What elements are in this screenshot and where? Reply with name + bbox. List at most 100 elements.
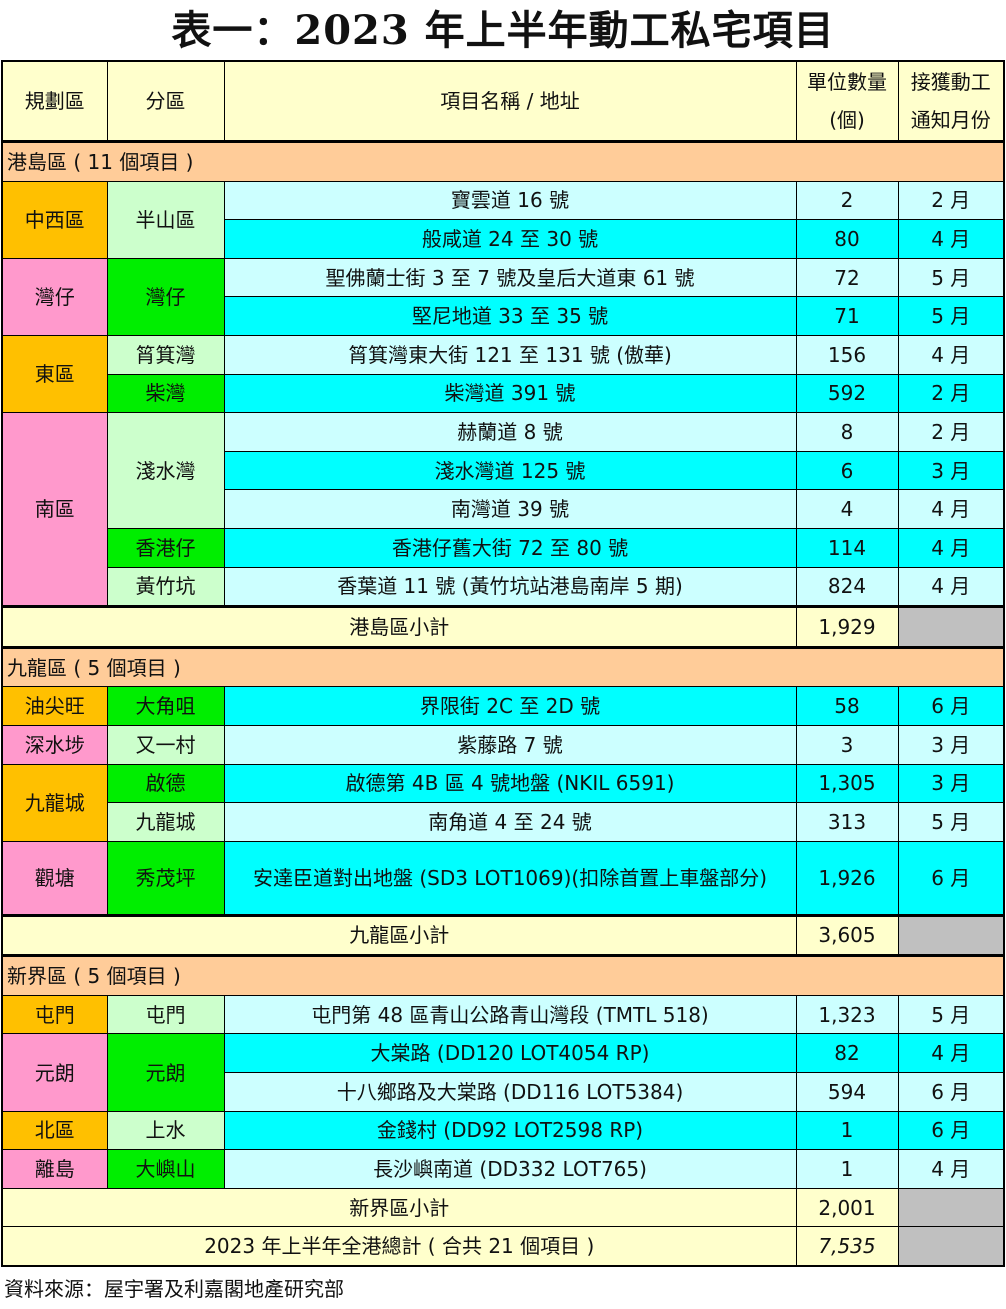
units-cell: 592 [795, 373, 899, 414]
units-cell: 1 [795, 1149, 899, 1189]
project-cell: 筲箕灣東大街 121 至 131 號 (傲華) [223, 334, 797, 375]
district-cell: 南區 [1, 412, 108, 608]
table-row: 堅尼地道 33 至 35 號 71 5 月 [2, 296, 1005, 336]
month-cell: 4 月 [897, 1149, 1005, 1189]
subdistrict-cell: 柴灣 [106, 373, 225, 414]
header-month-line2: 通知月份 [910, 108, 991, 132]
units-cell: 3 [795, 724, 899, 765]
table-row: 九龍城 啟德 啟德第 4B 區 4 號地盤 (NKIL 6591) 1,305 3 月 [1, 763, 1005, 842]
subtotal-label: 新界區小計 [1, 1187, 797, 1228]
grand-total-row: 2023 年上半年全港總計 ( 合共 21 個項目 ) 7,535 [1, 1226, 1005, 1267]
month-cell: 6 月 [897, 1072, 1005, 1112]
header-district: 規劃區 [1, 60, 108, 143]
table-row: 北區 上水 金錢村 (DD92 LOT2598 RP) 1 6 月 [1, 1110, 1005, 1151]
grand-total-blank [897, 1226, 1005, 1267]
district-cell: 九龍城 [1, 763, 108, 842]
units-cell: 1,323 [795, 994, 899, 1035]
source-note: 資料來源：屋宇署及利嘉閣地產研究部 [4, 1277, 344, 1302]
month-cell: 2 月 [897, 412, 1005, 452]
units-cell: 1 [795, 1110, 899, 1151]
subdistrict-cell: 灣仔 [106, 257, 225, 336]
month-cell: 4 月 [897, 566, 1005, 608]
units-cell: 71 [795, 296, 899, 336]
month-cell: 4 月 [897, 1033, 1005, 1074]
project-cell: 十八鄉路及大棠路 (DD116 LOT5384) [223, 1072, 797, 1112]
projects-table: 規劃區 分區 項目名稱 / 地址 單位數量 (個) 接獲動工 通知月份 港島區 ( … [1, 60, 1005, 1268]
subdistrict-cell: 黃竹坑 [106, 566, 225, 608]
month-cell: 5 月 [897, 257, 1005, 298]
subdistrict-cell: 屯門 [106, 994, 225, 1035]
subtotal-blank [897, 605, 1005, 648]
project-cell: 堅尼地道 33 至 35 號 [223, 296, 797, 336]
month-cell: 5 月 [897, 296, 1005, 336]
page-title: 表一：2023 年上半年動工私宅項目 [171, 7, 835, 54]
project-cell: 金錢村 (DD92 LOT2598 RP) [223, 1110, 797, 1151]
header-units-line2: (個) [829, 108, 865, 132]
subtotal-blank [897, 1187, 1005, 1228]
subtotal-label: 港島區小計 [1, 605, 797, 648]
project-cell: 大棠路 (DD120 LOT4054 RP) [223, 1033, 797, 1074]
units-cell: 824 [795, 566, 899, 608]
table-row: 香港仔 香港仔舊大街 72 至 80 號 114 4 月 [2, 527, 1005, 568]
month-cell: 4 月 [897, 334, 1005, 375]
units-cell: 1,926 [795, 840, 899, 916]
district-cell: 北區 [1, 1110, 108, 1151]
subdistrict-cell: 又一村 [106, 724, 225, 765]
subdistrict-cell: 半山區 [106, 180, 225, 259]
month-cell: 4 月 [897, 489, 1005, 529]
section-header-row: 港島區 ( 11 個項目 ) [1, 141, 1005, 182]
units-cell: 114 [795, 527, 899, 568]
subdistrict-cell: 筲箕灣 [106, 334, 225, 375]
project-cell: 安達臣道對出地盤 (SD3 LOT1069)(扣除首置上車盤部分) [223, 840, 797, 916]
grand-total-value: 7,535 [795, 1226, 899, 1267]
project-cell: 寶雲道 16 號 [223, 180, 797, 221]
district-cell: 灣仔 [1, 257, 108, 336]
subdistrict-cell: 大角咀 [106, 686, 225, 726]
header-month-line1: 接獲動工 [910, 70, 991, 94]
month-cell: 6 月 [897, 686, 1005, 726]
subdistrict-cell: 大嶼山 [106, 1149, 225, 1189]
units-cell: 82 [795, 1033, 899, 1074]
project-cell: 聖佛蘭士街 3 至 7 號及皇后大道東 61 號 [223, 257, 797, 298]
header-units-line1: 單位數量 [807, 70, 887, 94]
header-row: 規劃區 分區 項目名稱 / 地址 單位數量 (個) 接獲動工 通知月份 [1, 60, 1005, 143]
units-cell: 72 [795, 257, 899, 298]
project-cell: 長沙嶼南道 (DD332 LOT765) [223, 1149, 797, 1189]
month-cell: 6 月 [897, 840, 1005, 916]
subtotal-value: 2,001 [795, 1187, 899, 1228]
table-row: 油尖旺 大角咀 界限街 2C 至 2D 號 58 6 月 [1, 686, 1005, 726]
header-units: 單位數量 (個) [795, 60, 899, 143]
units-cell: 80 [795, 219, 899, 259]
project-cell: 香葉道 11 號 (黃竹坑站港島南岸 5 期) [223, 566, 797, 608]
table-row: 般咸道 24 至 30 號 80 4 月 [2, 219, 1005, 259]
district-cell: 油尖旺 [1, 686, 108, 726]
section-header: 港島區 ( 11 個項目 ) [1, 141, 1005, 182]
project-cell: 赫蘭道 8 號 [223, 412, 797, 452]
section-header-row: 九龍區 ( 5 個項目 ) [1, 645, 1005, 688]
table-row: 十八鄉路及大棠路 (DD116 LOT5384) 594 6 月 [2, 1072, 1005, 1112]
project-cell: 啟德第 4B 區 4 號地盤 (NKIL 6591) [223, 763, 797, 804]
section-header-row: 新界區 ( 5 個項目 ) [1, 954, 1005, 996]
subtotal-value: 3,605 [795, 913, 899, 957]
table-row: 柴灣 柴灣道 391 號 592 2 月 [2, 373, 1005, 414]
project-cell: 南灣道 39 號 [223, 489, 797, 529]
district-cell: 深水埗 [1, 724, 108, 765]
project-cell: 香港仔舊大街 72 至 80 號 [223, 527, 797, 568]
subdistrict-cell: 淺水灣 [106, 412, 225, 529]
district-cell: 東區 [1, 334, 108, 414]
project-cell: 柴灣道 391 號 [223, 373, 797, 414]
table-row: 東區 筲箕灣 筲箕灣東大街 121 至 131 號 (傲華) 156 4 月 [1, 334, 1005, 414]
subtotal-label: 九龍區小計 [1, 913, 797, 957]
subdistrict-cell: 秀茂坪 [106, 840, 225, 916]
subtotal-value: 1,929 [795, 605, 899, 648]
subdistrict-cell: 上水 [106, 1110, 225, 1151]
district-cell: 離島 [1, 1149, 108, 1189]
subdistrict-cell: 九龍城 [106, 802, 225, 842]
units-cell: 313 [795, 802, 899, 842]
month-cell: 5 月 [897, 802, 1005, 842]
subtotal-blank [897, 913, 1005, 957]
section-header: 新界區 ( 5 個項目 ) [1, 954, 1005, 996]
